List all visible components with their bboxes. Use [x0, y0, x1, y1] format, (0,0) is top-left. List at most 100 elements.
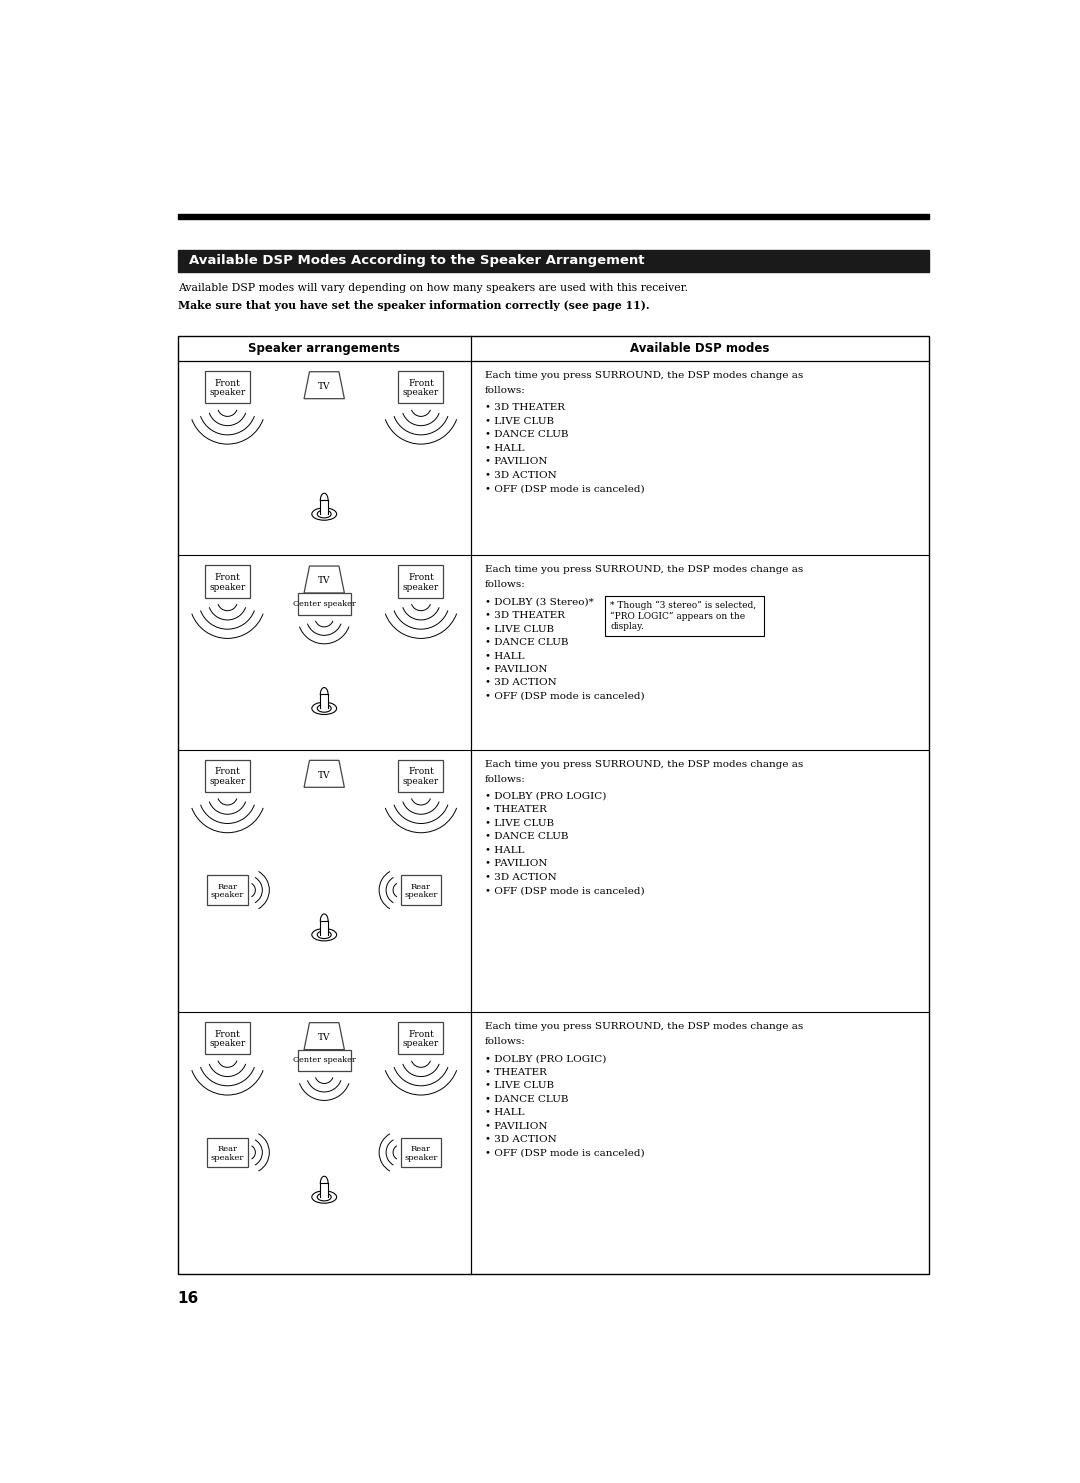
- Text: • LIVE CLUB: • LIVE CLUB: [485, 819, 554, 828]
- Bar: [205, 371, 249, 403]
- Text: • HALL: • HALL: [485, 845, 524, 854]
- Text: • PAVILION: • PAVILION: [485, 457, 548, 466]
- Text: speaker: speaker: [403, 583, 440, 592]
- Text: Center speaker: Center speaker: [293, 599, 355, 608]
- Text: • THEATER: • THEATER: [485, 1068, 546, 1077]
- Text: speaker: speaker: [210, 389, 245, 397]
- Text: • THEATER: • THEATER: [485, 805, 546, 814]
- Text: • PAVILION: • PAVILION: [485, 1121, 548, 1130]
- Text: Make sure that you have set the speaker information correctly (see page 11).: Make sure that you have set the speaker …: [177, 300, 649, 311]
- Ellipse shape: [318, 510, 332, 518]
- Text: • LIVE CLUB: • LIVE CLUB: [485, 624, 554, 633]
- Bar: [205, 759, 249, 792]
- Text: Front: Front: [408, 378, 434, 387]
- Text: • DANCE CLUB: • DANCE CLUB: [485, 832, 568, 841]
- Text: • 3D ACTION: • 3D ACTION: [485, 1134, 556, 1143]
- Bar: [205, 1022, 249, 1054]
- Bar: [320, 694, 328, 709]
- Bar: [605, 596, 764, 636]
- Text: Front: Front: [215, 378, 241, 387]
- Bar: [298, 1050, 351, 1071]
- Text: Front: Front: [215, 572, 241, 581]
- Text: • 3D THEATER: • 3D THEATER: [485, 403, 565, 412]
- Text: speaker: speaker: [210, 1040, 245, 1048]
- Text: • DANCE CLUB: • DANCE CLUB: [485, 430, 568, 439]
- Text: Front: Front: [408, 1029, 434, 1038]
- Text: follows:: follows:: [485, 774, 526, 783]
- Text: Available DSP Modes According to the Speaker Arrangement: Available DSP Modes According to the Spe…: [189, 254, 645, 267]
- Text: Rear: Rear: [217, 1145, 238, 1152]
- Polygon shape: [305, 567, 345, 593]
- Text: follows:: follows:: [485, 386, 526, 394]
- Bar: [207, 875, 247, 905]
- Text: Front: Front: [215, 1029, 241, 1038]
- Bar: [320, 921, 328, 934]
- Text: • OFF (DSP mode is canceled): • OFF (DSP mode is canceled): [485, 1148, 645, 1158]
- Bar: [298, 593, 351, 614]
- Ellipse shape: [312, 507, 337, 521]
- Text: TV: TV: [318, 1034, 330, 1043]
- Text: speaker: speaker: [403, 1040, 440, 1048]
- Text: • OFF (DSP mode is canceled): • OFF (DSP mode is canceled): [485, 483, 645, 494]
- Bar: [320, 500, 328, 515]
- Text: Rear: Rear: [411, 1145, 431, 1152]
- Text: Speaker arrangements: Speaker arrangements: [248, 341, 401, 354]
- Text: speaker: speaker: [404, 1154, 437, 1161]
- Text: • LIVE CLUB: • LIVE CLUB: [485, 417, 554, 426]
- Text: • PAVILION: • PAVILION: [485, 664, 548, 673]
- Text: speaker: speaker: [211, 891, 244, 899]
- Polygon shape: [305, 761, 345, 787]
- Text: Available DSP modes: Available DSP modes: [631, 341, 770, 354]
- Ellipse shape: [312, 1191, 337, 1203]
- Text: speaker: speaker: [210, 777, 245, 786]
- Bar: [177, 251, 930, 271]
- Bar: [205, 565, 249, 598]
- Text: speaker: speaker: [211, 1154, 244, 1161]
- Text: Each time you press SURROUND, the DSP modes change as: Each time you press SURROUND, the DSP mo…: [485, 1022, 804, 1031]
- Text: follows:: follows:: [485, 580, 526, 589]
- Text: TV: TV: [318, 577, 330, 586]
- Text: speaker: speaker: [403, 777, 440, 786]
- Bar: [320, 1183, 328, 1197]
- Bar: [401, 1137, 441, 1167]
- Text: speaker: speaker: [404, 891, 437, 899]
- Bar: [177, 335, 930, 1274]
- Text: Each time you press SURROUND, the DSP modes change as: Each time you press SURROUND, the DSP mo…: [485, 371, 804, 380]
- Text: Front: Front: [408, 767, 434, 777]
- Text: * Though “3 stereo” is selected,
“PRO LOGIC” appears on the
display.: * Though “3 stereo” is selected, “PRO LO…: [610, 601, 756, 632]
- Text: • 3D THEATER: • 3D THEATER: [485, 611, 565, 620]
- Text: speaker: speaker: [403, 389, 440, 397]
- Text: • DANCE CLUB: • DANCE CLUB: [485, 1094, 568, 1103]
- Ellipse shape: [318, 704, 332, 712]
- Text: Each time you press SURROUND, the DSP modes change as: Each time you press SURROUND, the DSP mo…: [485, 759, 804, 768]
- Text: • 3D ACTION: • 3D ACTION: [485, 873, 556, 882]
- Text: 16: 16: [177, 1292, 199, 1307]
- Polygon shape: [305, 1023, 345, 1050]
- Bar: [207, 1137, 247, 1167]
- Text: Rear: Rear: [411, 882, 431, 891]
- Text: • OFF (DSP mode is canceled): • OFF (DSP mode is canceled): [485, 693, 645, 701]
- Bar: [401, 875, 441, 905]
- Text: speaker: speaker: [210, 583, 245, 592]
- Text: • DOLBY (3 Stereo)*: • DOLBY (3 Stereo)*: [485, 598, 594, 607]
- Text: Front: Front: [408, 572, 434, 581]
- Ellipse shape: [318, 1194, 332, 1201]
- Text: Each time you press SURROUND, the DSP modes change as: Each time you press SURROUND, the DSP mo…: [485, 565, 804, 574]
- Text: Front: Front: [215, 767, 241, 777]
- Text: • HALL: • HALL: [485, 1108, 524, 1117]
- Text: Rear: Rear: [217, 882, 238, 891]
- Polygon shape: [305, 372, 345, 399]
- Text: • 3D ACTION: • 3D ACTION: [485, 678, 556, 688]
- Bar: [399, 371, 444, 403]
- Bar: [177, 214, 930, 219]
- Text: Center speaker: Center speaker: [293, 1056, 355, 1065]
- Text: Available DSP modes will vary depending on how many speakers are used with this : Available DSP modes will vary depending …: [177, 283, 688, 294]
- Text: • PAVILION: • PAVILION: [485, 859, 548, 868]
- Ellipse shape: [312, 701, 337, 715]
- Bar: [399, 565, 444, 598]
- Text: • HALL: • HALL: [485, 443, 524, 452]
- Ellipse shape: [312, 928, 337, 940]
- Text: • DOLBY (PRO LOGIC): • DOLBY (PRO LOGIC): [485, 1054, 606, 1063]
- Text: follows:: follows:: [485, 1037, 526, 1046]
- Text: • LIVE CLUB: • LIVE CLUB: [485, 1081, 554, 1090]
